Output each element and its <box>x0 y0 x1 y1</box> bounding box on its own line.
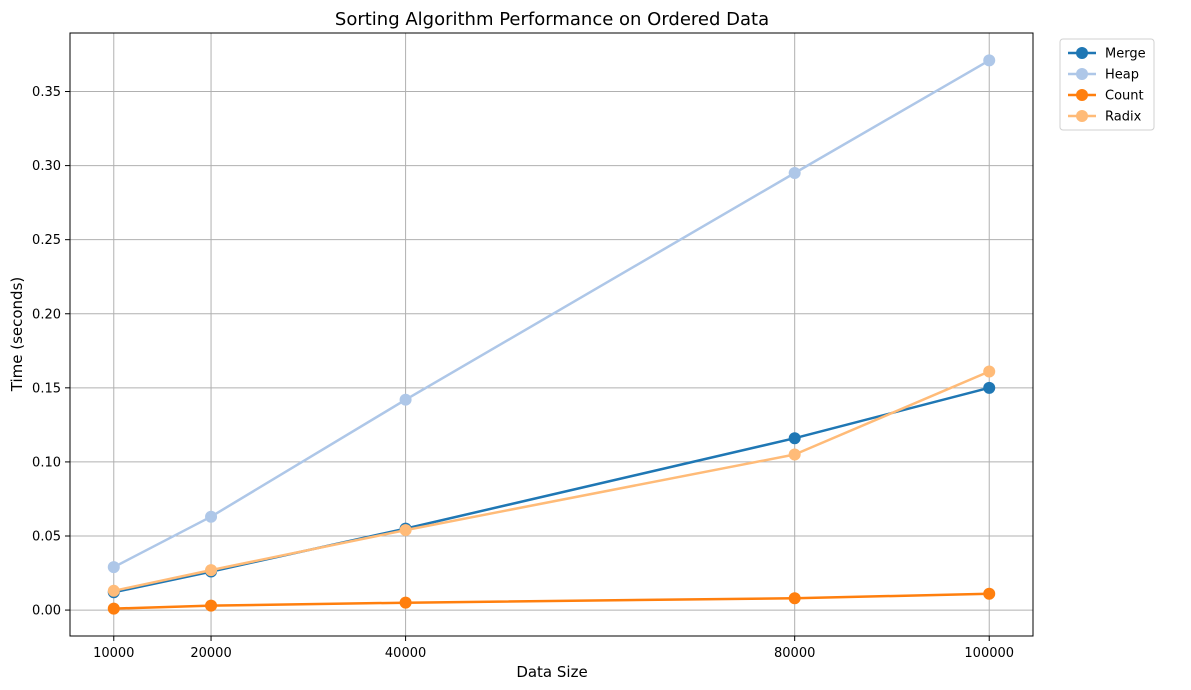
data-point <box>399 393 412 406</box>
data-point <box>399 524 412 537</box>
x-axis-ticks: 10000 20000 40000 80000 100000 <box>93 636 1014 661</box>
y-tick-label: 0.25 <box>32 233 61 248</box>
legend: Merge Heap Count Radix <box>1059 38 1155 131</box>
y-tick-label: 0.10 <box>32 455 61 470</box>
x-axis-title: Data Size <box>516 663 587 681</box>
data-point <box>205 510 218 523</box>
series-merge <box>107 381 996 599</box>
legend-item-heap: Heap <box>1068 68 1139 83</box>
series-line-radix <box>113 370 990 593</box>
data-point <box>788 432 801 445</box>
legend-label: Radix <box>1105 110 1142 125</box>
grid-layer <box>70 33 1033 636</box>
x-tick-label: 100000 <box>964 646 1014 661</box>
legend-marker <box>1076 47 1088 59</box>
plot-frame <box>69 32 1034 637</box>
series-count <box>107 587 996 615</box>
chart-title: Sorting Algorithm Performance on Ordered… <box>335 9 769 30</box>
data-point <box>788 592 801 605</box>
series-line-count <box>113 592 990 610</box>
data-point <box>107 561 120 574</box>
y-tick-label: 0.20 <box>32 307 61 322</box>
y-axis-title: Time (seconds) <box>8 277 26 393</box>
legend-item-count: Count <box>1068 89 1144 104</box>
data-point <box>399 596 412 609</box>
x-tick-label: 10000 <box>93 646 134 661</box>
legend-marker <box>1076 68 1088 80</box>
x-tick-label: 40000 <box>385 646 426 661</box>
series-layer <box>107 54 996 615</box>
legend-item-radix: Radix <box>1068 110 1142 125</box>
y-tick-label: 0.30 <box>32 159 61 174</box>
x-tick-label: 80000 <box>774 646 815 661</box>
y-tick-label: 0.05 <box>32 529 61 544</box>
legend-label: Merge <box>1105 47 1146 62</box>
data-point <box>983 587 996 600</box>
data-point <box>107 602 120 615</box>
data-point <box>205 564 218 577</box>
series-radix <box>107 365 996 597</box>
series-heap <box>107 54 996 574</box>
y-tick-label: 0.15 <box>32 381 61 396</box>
y-tick-label: 0.35 <box>32 85 61 100</box>
data-point <box>983 54 996 67</box>
y-tick-label: 0.00 <box>32 604 61 619</box>
legend-marker <box>1076 89 1088 101</box>
data-point <box>788 167 801 180</box>
legend-frame <box>1059 38 1155 131</box>
data-point <box>983 365 996 378</box>
legend-label: Count <box>1105 89 1144 104</box>
data-point <box>205 599 218 612</box>
data-point <box>107 584 120 597</box>
data-point <box>788 448 801 461</box>
legend-marker <box>1076 110 1088 122</box>
y-axis-ticks: 0.00 0.05 0.10 0.15 0.20 0.25 0.30 0.35 <box>32 85 70 619</box>
data-point <box>983 381 996 394</box>
series-line-merge <box>113 386 990 594</box>
legend-label: Heap <box>1105 68 1139 83</box>
x-tick-label: 20000 <box>190 646 231 661</box>
legend-item-merge: Merge <box>1068 47 1146 62</box>
